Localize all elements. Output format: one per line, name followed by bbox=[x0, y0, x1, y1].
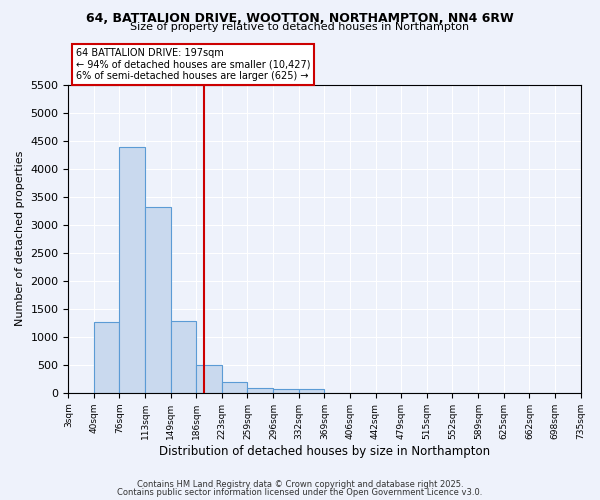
Bar bbox=[223, 382, 247, 393]
Text: 64 BATTALION DRIVE: 197sqm
← 94% of detached houses are smaller (10,427)
6% of s: 64 BATTALION DRIVE: 197sqm ← 94% of deta… bbox=[76, 48, 311, 82]
Text: Size of property relative to detached houses in Northampton: Size of property relative to detached ho… bbox=[130, 22, 470, 32]
Bar bbox=[247, 388, 274, 393]
Bar bbox=[299, 390, 325, 393]
Y-axis label: Number of detached properties: Number of detached properties bbox=[15, 151, 25, 326]
Bar bbox=[196, 365, 223, 393]
Bar bbox=[170, 320, 196, 393]
Bar bbox=[94, 322, 119, 393]
Text: Contains HM Land Registry data © Crown copyright and database right 2025.: Contains HM Land Registry data © Crown c… bbox=[137, 480, 463, 489]
X-axis label: Distribution of detached houses by size in Northampton: Distribution of detached houses by size … bbox=[159, 444, 490, 458]
Text: 64, BATTALION DRIVE, WOOTTON, NORTHAMPTON, NN4 6RW: 64, BATTALION DRIVE, WOOTTON, NORTHAMPTO… bbox=[86, 12, 514, 26]
Text: Contains public sector information licensed under the Open Government Licence v3: Contains public sector information licen… bbox=[118, 488, 482, 497]
Bar bbox=[119, 148, 145, 393]
Bar bbox=[145, 208, 170, 393]
Bar bbox=[274, 390, 299, 393]
